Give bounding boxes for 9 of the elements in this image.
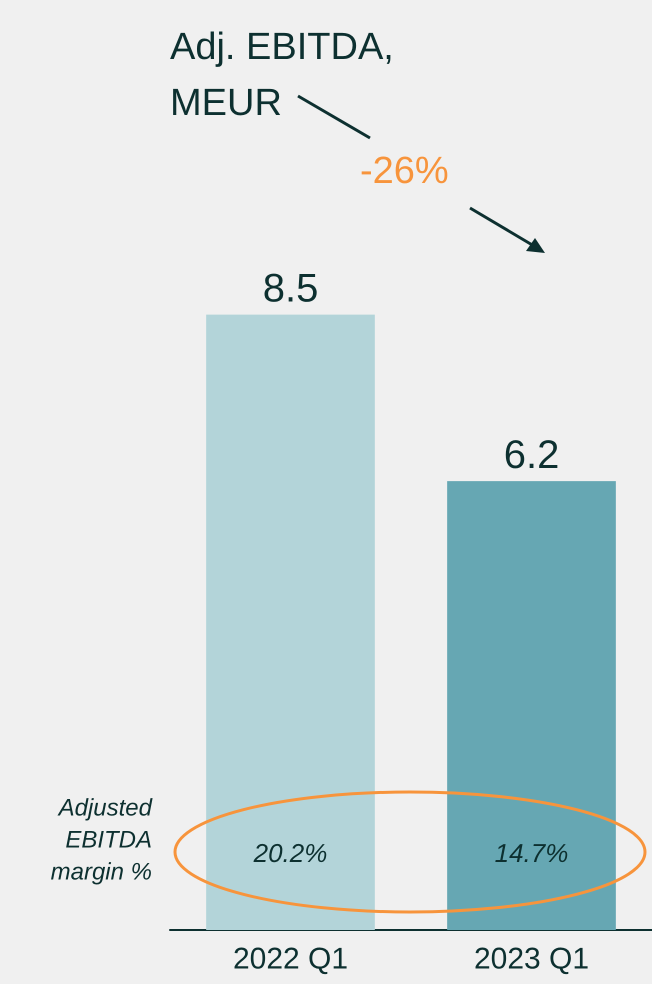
x-tick-label: 2023 Q1: [474, 942, 590, 976]
annotation: 20.2%: [252, 838, 328, 868]
x-tick-label: 2022 Q1: [232, 942, 348, 976]
data-label: 8.5: [262, 266, 318, 311]
chart-title: Adj. EBITDA, MEUR: [170, 26, 394, 124]
annotation: 14.7%: [494, 838, 568, 868]
text: Adjusted EBITDA margin %: [50, 794, 153, 886]
text: -26%: [360, 150, 449, 192]
data-label: 6.2: [504, 433, 560, 478]
